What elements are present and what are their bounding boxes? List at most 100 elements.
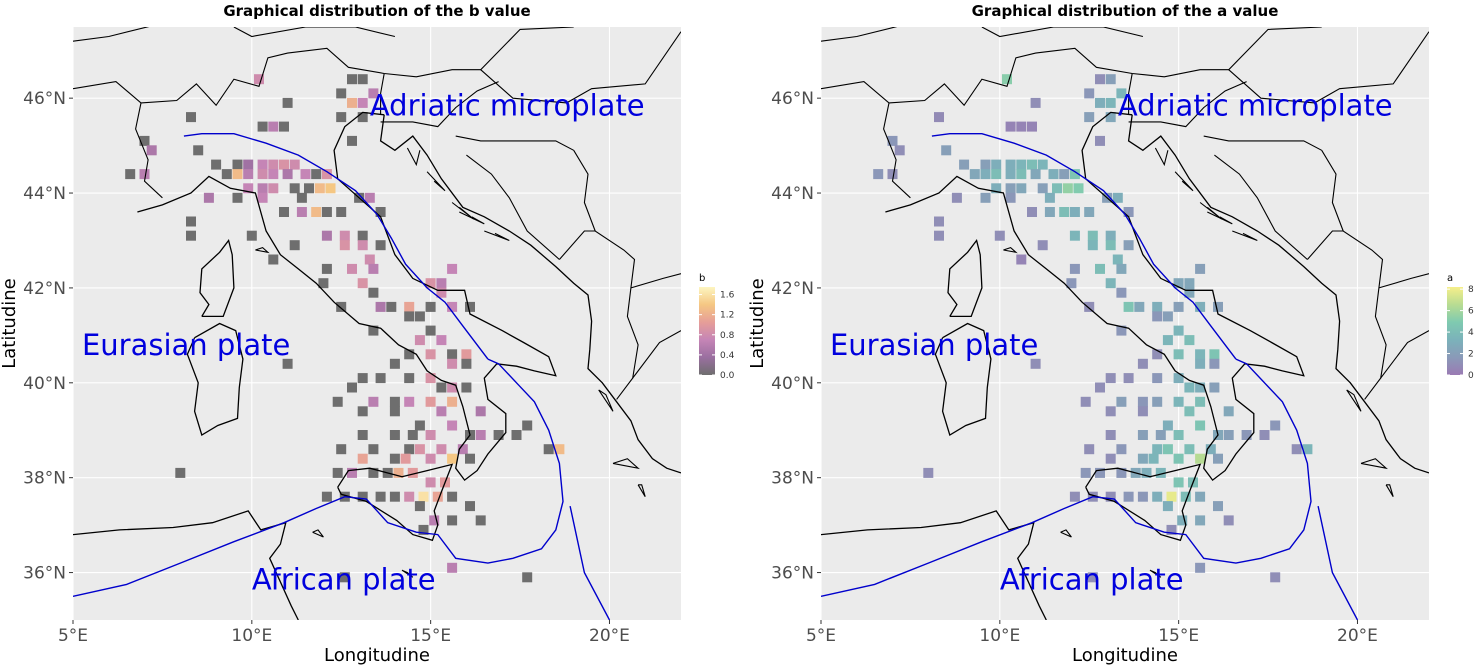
y-tick-label: 42°N	[23, 279, 66, 299]
heatmap-cell	[357, 278, 368, 289]
heatmap-cell	[425, 430, 436, 440]
heatmap-cell	[1044, 192, 1055, 203]
heatmap-cell	[436, 278, 447, 289]
heatmap-cell	[447, 358, 458, 369]
heatmap-cell	[1095, 74, 1105, 85]
heatmap-cell	[894, 145, 905, 156]
heatmap-cell	[186, 216, 196, 227]
heatmap-cell	[1173, 477, 1184, 488]
heatmap-cell	[1195, 491, 1206, 502]
heatmap-cell	[268, 159, 279, 170]
y-tick-label: 38°N	[771, 469, 814, 489]
heatmap-cell	[1105, 230, 1116, 241]
heatmap-cell	[243, 183, 254, 194]
heatmap-cell	[1213, 453, 1223, 464]
heatmap-cell	[1195, 420, 1206, 431]
heatmap-cell	[289, 240, 300, 251]
heatmap-cell	[186, 112, 196, 123]
heatmap-cell	[139, 169, 150, 180]
legend-tick-label: 4	[1468, 328, 1474, 338]
heatmap-cell	[389, 396, 400, 407]
heatmap-cell	[887, 135, 898, 146]
heatmap-cell	[991, 169, 1002, 180]
heatmap-cell	[461, 358, 472, 369]
country-border	[384, 69, 481, 78]
heatmap-cell	[1123, 373, 1134, 384]
y-axis-title: Latitudine	[747, 278, 768, 369]
heatmap-cell	[1141, 467, 1152, 478]
country-border	[1227, 27, 1429, 104]
heatmap-cell	[447, 382, 458, 393]
heatmap-cell	[1123, 491, 1134, 502]
heatmap-cell	[246, 230, 257, 241]
heatmap-cell	[321, 207, 332, 217]
heatmap-cell	[941, 145, 952, 156]
heatmap-cell	[232, 159, 243, 170]
heatmap-cell	[425, 325, 436, 336]
x-tick-label: 20°E	[1337, 626, 1378, 646]
heatmap-cell	[389, 358, 400, 369]
heatmap-cell	[1084, 301, 1095, 312]
heatmap-cell	[465, 501, 475, 512]
heatmap-cell	[425, 373, 436, 384]
heatmap-cell	[447, 301, 458, 312]
heatmap-cell	[436, 382, 447, 393]
heatmap-cell	[1152, 311, 1163, 322]
plate-annotation: Adriatic microplate	[1118, 88, 1393, 122]
chart-title: Graphical distribution of the a value	[972, 2, 1279, 20]
heatmap-cell	[1155, 467, 1166, 478]
island-outline	[598, 389, 614, 412]
heatmap-cell	[1173, 453, 1184, 464]
country-border	[1321, 150, 1344, 232]
heatmap-cell	[1223, 406, 1234, 417]
heatmap-cell	[475, 515, 486, 526]
heatmap-cell	[203, 192, 214, 203]
heatmap-cell	[414, 501, 425, 512]
country-border	[479, 27, 681, 104]
heatmap-cell	[1162, 311, 1173, 322]
y-tick-label: 36°N	[23, 564, 66, 584]
heatmap-cell	[243, 169, 254, 180]
heatmap-cell	[1213, 301, 1223, 312]
x-tick-label: 5°E	[806, 626, 836, 646]
heatmap-cell	[980, 192, 991, 203]
heatmap-cell	[304, 183, 314, 194]
heatmap-cell	[1152, 349, 1163, 360]
heatmap-cell	[923, 467, 934, 478]
heatmap-cell	[368, 444, 379, 455]
heatmap-cell	[1184, 406, 1195, 417]
heatmap-cell	[1162, 444, 1173, 455]
heatmap-cell	[332, 467, 343, 478]
heatmap-cell	[1016, 169, 1027, 180]
heatmap-cell	[425, 477, 436, 488]
heatmap-cell	[1069, 207, 1080, 217]
country-border	[558, 230, 639, 400]
heatmap-cell	[1095, 97, 1105, 108]
heatmap-cell	[447, 562, 458, 573]
heatmap-cell	[1005, 192, 1016, 203]
coastline	[1127, 114, 1429, 474]
heatmap-cell	[339, 240, 350, 251]
heatmap-cell	[375, 240, 386, 251]
b-value-panel: Adriatic microplate Eurasian plate African…	[0, 2, 735, 666]
heatmap-cell	[1066, 278, 1077, 289]
heatmap-cell	[1030, 169, 1041, 180]
heatmap-cell	[447, 515, 458, 526]
legend-colorbar	[1447, 287, 1463, 375]
heatmap-cell	[1095, 382, 1105, 393]
legend-tick-label: 1.6	[720, 291, 735, 301]
country-border	[1378, 273, 1429, 289]
legend-tick-label: 0.0	[720, 371, 735, 381]
heatmap-cell	[1155, 430, 1166, 440]
island-outline	[401, 569, 414, 578]
heatmap-cell	[1302, 444, 1313, 455]
heatmap-cell	[232, 169, 243, 180]
heatmap-cell	[1184, 335, 1195, 346]
heatmap-cell	[1059, 207, 1070, 217]
coastline	[337, 463, 454, 542]
heatmap-cell	[1002, 74, 1012, 85]
heatmap-cell	[1152, 396, 1163, 407]
heatmap-cell	[432, 491, 443, 502]
heatmap-cell	[1116, 287, 1127, 298]
y-tick-label: 46°N	[771, 89, 814, 109]
